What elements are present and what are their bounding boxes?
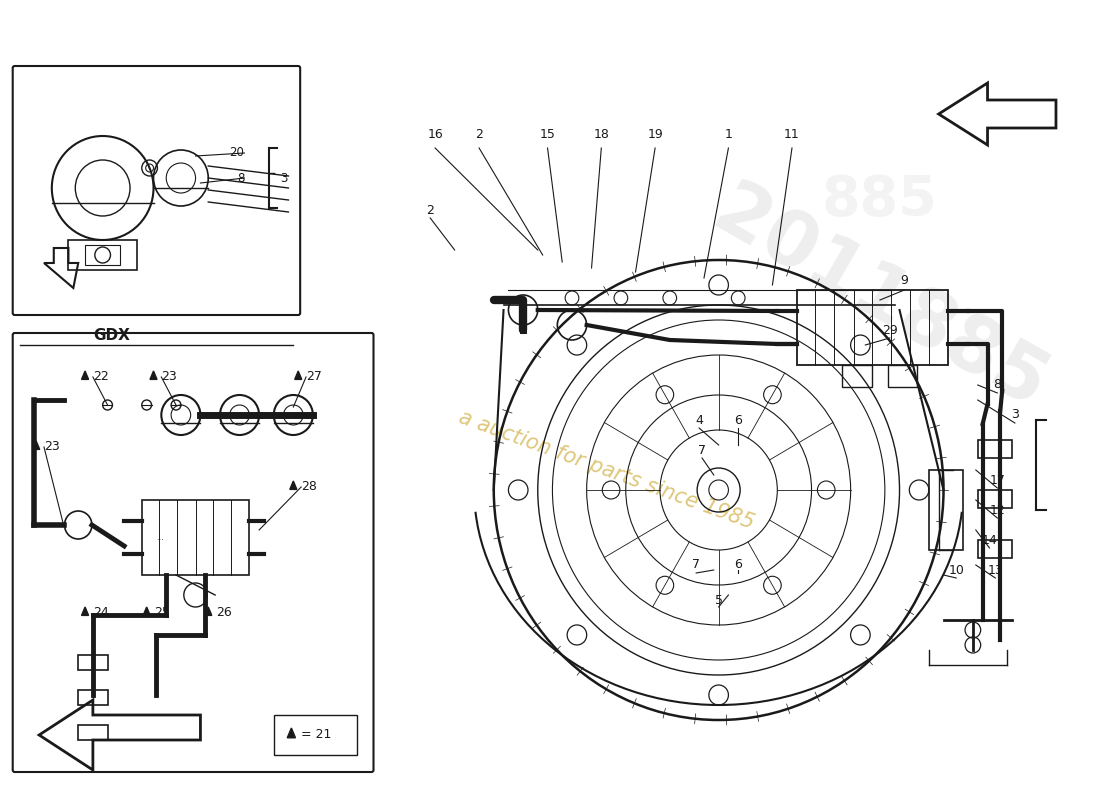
- Text: 8: 8: [238, 171, 244, 185]
- Text: 20: 20: [230, 146, 244, 159]
- Text: 885: 885: [822, 173, 938, 227]
- Text: 19: 19: [647, 129, 663, 142]
- Text: 11: 11: [784, 129, 800, 142]
- Text: 2: 2: [475, 129, 483, 142]
- Text: 2011885: 2011885: [701, 175, 1059, 425]
- Text: ...: ...: [156, 533, 164, 542]
- Text: 8: 8: [993, 378, 1001, 391]
- Text: 7: 7: [692, 558, 701, 571]
- Text: 13: 13: [988, 563, 1003, 577]
- Text: = 21: = 21: [301, 729, 331, 742]
- Text: 29: 29: [882, 323, 898, 337]
- Bar: [78, 725, 108, 740]
- Text: 23: 23: [162, 370, 177, 383]
- Text: 23: 23: [44, 441, 59, 454]
- Text: 15: 15: [540, 129, 556, 142]
- Bar: [796, 290, 948, 365]
- Polygon shape: [295, 371, 301, 379]
- Text: 17: 17: [989, 474, 1005, 486]
- Bar: [978, 490, 1012, 508]
- Bar: [888, 365, 917, 387]
- Text: 26: 26: [216, 606, 232, 619]
- Text: 25: 25: [154, 606, 170, 619]
- Bar: [68, 240, 136, 270]
- Text: 1: 1: [725, 129, 733, 142]
- Polygon shape: [289, 481, 297, 490]
- Text: 22: 22: [92, 370, 109, 383]
- Text: 28: 28: [301, 481, 317, 494]
- Text: 6: 6: [735, 558, 743, 571]
- Bar: [928, 470, 964, 550]
- Bar: [78, 690, 108, 705]
- Polygon shape: [287, 728, 296, 738]
- Polygon shape: [81, 607, 89, 615]
- FancyBboxPatch shape: [13, 66, 300, 315]
- Text: 5: 5: [715, 594, 723, 606]
- Text: GDX: GDX: [92, 327, 130, 342]
- Text: 16: 16: [427, 129, 443, 142]
- Bar: [78, 655, 108, 670]
- Text: 12: 12: [989, 503, 1005, 517]
- Text: 3: 3: [1011, 409, 1019, 422]
- Text: 24: 24: [92, 606, 109, 619]
- Text: a auction for parts since 1985: a auction for parts since 1985: [455, 407, 757, 533]
- Text: 2: 2: [427, 203, 434, 217]
- Text: 7: 7: [698, 443, 706, 457]
- Bar: [978, 440, 1012, 458]
- Bar: [843, 365, 871, 387]
- Text: 9: 9: [901, 274, 909, 286]
- Polygon shape: [150, 371, 157, 379]
- Text: 14: 14: [981, 534, 998, 546]
- Bar: [978, 540, 1012, 558]
- Text: 3: 3: [280, 171, 288, 185]
- FancyBboxPatch shape: [13, 333, 374, 772]
- Polygon shape: [81, 371, 89, 379]
- Text: 10: 10: [948, 563, 965, 577]
- Text: 18: 18: [593, 129, 609, 142]
- Text: 6: 6: [735, 414, 743, 426]
- Polygon shape: [205, 607, 212, 615]
- Bar: [85, 245, 120, 265]
- Text: 27: 27: [306, 370, 322, 383]
- Polygon shape: [33, 441, 40, 450]
- Bar: [142, 500, 250, 575]
- Text: 4: 4: [695, 414, 703, 426]
- Polygon shape: [143, 607, 151, 615]
- Bar: [274, 715, 356, 755]
